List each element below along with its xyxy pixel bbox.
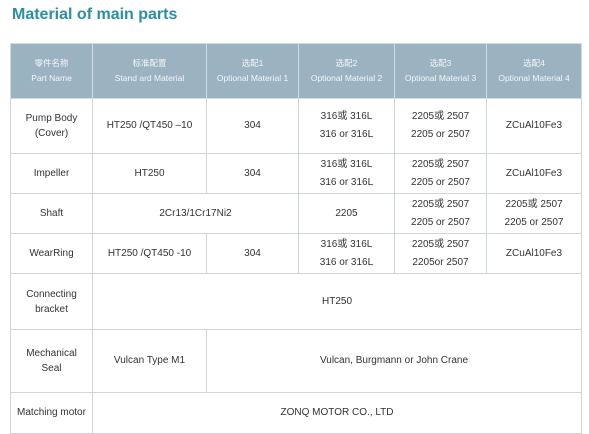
- optional-2-cell: 2205: [298, 193, 395, 234]
- optional-3-cell: 2205或 2507 2205 or 2507: [394, 193, 487, 234]
- optional-1-cell: 304: [206, 233, 299, 274]
- table-row-connecting-bracket: Connecting bracket HT250: [10, 273, 582, 330]
- standard-material-cell: HT250 /QT450 –10: [92, 98, 207, 154]
- table-row-impeller: Impeller HT250 304 316或 316L 316 or 316L …: [10, 153, 582, 194]
- header-optional-1: 选配1 Optional Material 1: [206, 43, 299, 99]
- part-name-cell: Impeller: [10, 153, 93, 194]
- standard-material-cell: HT250 /QT450 -10: [92, 233, 207, 274]
- table-row-wear-ring: WearRing HT250 /QT450 -10 304 316或 316L 3…: [10, 233, 582, 274]
- optional-4-cell: ZCuAl10Fe3: [486, 233, 582, 274]
- optional-material-cell: Vulcan, Burgmann or John Crane: [206, 329, 582, 393]
- header-standard-material: 标准配置 Stand ard Material: [92, 43, 207, 99]
- optional-3-cell: 2205或 2507 2205 or 2507: [394, 153, 487, 194]
- standard-material-cell: HT250: [92, 153, 207, 194]
- standard-optional-1-cell: 2Cr13/1Cr17Ni2: [92, 193, 299, 234]
- optional-1-cell: 304: [206, 153, 299, 194]
- standard-material-cell: Vulcan Type M1: [92, 329, 207, 393]
- header-optional-3: 选配3 Optional Material 3: [394, 43, 487, 99]
- material-cell: HT250: [92, 273, 582, 330]
- table-row-shaft: Shaft 2Cr13/1Cr17Ni2 2205 2205或 2507 2205…: [10, 193, 582, 234]
- optional-4-cell: ZCuAl10Fe3: [486, 98, 582, 154]
- part-name-cell: WearRing: [10, 233, 93, 274]
- optional-1-cell: 304: [206, 98, 299, 154]
- table-row-mechanical-seal: Mechanical Seal Vulcan Type M1 Vulcan, Bu…: [10, 329, 582, 393]
- part-name-cell: Shaft: [10, 193, 93, 234]
- optional-4-cell: ZCuAl10Fe3: [486, 153, 582, 194]
- part-name-cell: Mechanical Seal: [10, 329, 93, 393]
- optional-3-cell: 2205或 2507 2205 or 2507: [394, 98, 487, 154]
- table-row-matching-motor: Matching motor ZONQ MOTOR CO., LTD: [10, 392, 582, 434]
- optional-2-cell: 316或 316L 316 or 316L: [298, 98, 395, 154]
- material-cell: ZONQ MOTOR CO., LTD: [92, 392, 582, 434]
- optional-3-cell: 2205或 2507 2205or 2507: [394, 233, 487, 274]
- header-optional-4: 选配4 Optional Material 4: [486, 43, 582, 99]
- part-name-cell: Connecting bracket: [10, 273, 93, 330]
- header-row: 零件名称 Part Name 标准配置 Stand ard Material 选配1…: [10, 43, 582, 99]
- optional-2-cell: 316或 316L 316 or 316L: [298, 233, 395, 274]
- header-optional-2: 选配2 Optional Material 2: [298, 43, 395, 99]
- part-name-cell: Pump Body (Cover): [10, 98, 93, 154]
- table-row-pump-body: Pump Body (Cover) HT250 /QT450 –10 304 31…: [10, 98, 582, 154]
- header-part-name: 零件名称 Part Name: [10, 43, 93, 99]
- part-name-cell: Matching motor: [10, 392, 93, 434]
- optional-4-cell: 2205或 2507 2205 or 2507: [486, 193, 582, 234]
- materials-table: 零件名称 Part Name 标准配置 Stand ard Material 选配1…: [10, 43, 582, 434]
- optional-2-cell: 316或 316L 316 or 316L: [298, 153, 395, 194]
- page-title: Material of main parts: [12, 6, 178, 23]
